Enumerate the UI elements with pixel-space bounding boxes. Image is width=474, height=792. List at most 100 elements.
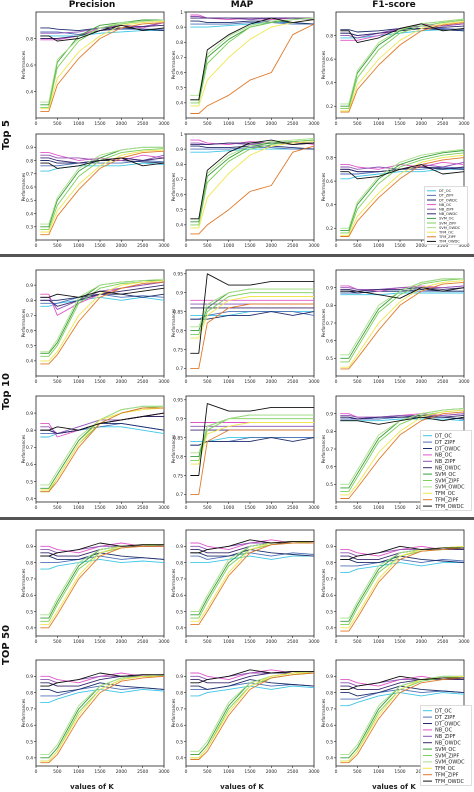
- group-label-top50: TOP 50: [1, 624, 12, 665]
- series-line-svm-owdc: [40, 146, 164, 225]
- y-tick-label: 0.8: [326, 429, 333, 435]
- legend-entry: SVM_OWDC: [439, 226, 461, 230]
- y-axis-label: Performances: [171, 699, 176, 728]
- column-title-map: MAP: [230, 0, 254, 10]
- x-tick-label: 500: [353, 243, 362, 249]
- y-tick-label: 0.6: [26, 185, 33, 191]
- series-line-tfm-oc: [190, 296, 314, 339]
- legend-entry: NB_OWDC: [435, 740, 461, 746]
- legend-entry: DT_OC: [439, 189, 452, 193]
- chart-panel-top10-precision: 0.4 0.5 0.6 0.7 0.8 0.9 0 500 1000 1500 2000 2500 30…: [21, 269, 170, 385]
- y-tick-label: 0.5: [26, 609, 33, 615]
- x-tick-label: 1500: [394, 639, 405, 645]
- x-tick-label: 500: [203, 505, 212, 511]
- series-line-nb-owdc: [340, 287, 465, 292]
- x-tick-label: 500: [353, 121, 362, 127]
- x-tick-label: 1500: [244, 379, 255, 385]
- series-line-tfm-oc: [340, 409, 465, 496]
- series-line-nb-oc: [40, 542, 164, 554]
- x-tick-label: 0: [35, 769, 38, 775]
- x-tick-label: 1000: [373, 639, 384, 645]
- series-line-tfm-zipf: [340, 157, 465, 237]
- y-tick-label: 0.9: [326, 674, 333, 680]
- legend-box: [420, 705, 472, 786]
- series-line-tfm-owdc: [40, 24, 165, 42]
- series-line-svm-owdc: [340, 278, 464, 356]
- x-tick-label: 0: [335, 243, 338, 249]
- y-tick-label: 0.6: [26, 63, 33, 69]
- chart-panel-top50-f1-score: 0.4 0.5 0.6 0.7 0.8 0.9 0 500 1000 1500 2000 2500 30…: [321, 529, 470, 645]
- series-line-svm-zipf: [190, 418, 314, 461]
- y-tick-label: 0.4: [176, 756, 183, 762]
- x-tick-label: 2500: [137, 505, 148, 511]
- x-tick-label: 3000: [458, 121, 469, 127]
- y-tick-label: 0.6: [26, 462, 33, 468]
- y-tick-label: 0.6: [26, 593, 33, 599]
- y-tick-label: 0.5: [326, 739, 333, 745]
- series-line-nb-zipf: [340, 161, 465, 170]
- y-tick-label: 0.6: [326, 723, 333, 729]
- series-line-tfm-owdc: [40, 672, 164, 687]
- series-line-svm-owdc: [340, 18, 465, 105]
- series-line-tfm-oc: [340, 154, 465, 236]
- legend-entry: TFM_OC: [438, 230, 454, 234]
- y-tick-label: 0.4: [326, 756, 333, 762]
- series-line-dt-zipf: [340, 688, 465, 700]
- x-tick-label: 1500: [94, 121, 105, 127]
- x-tick-label: 500: [53, 769, 62, 775]
- y-tick-label: 0.4: [26, 496, 33, 502]
- y-tick-label: 0.9: [26, 145, 33, 151]
- series-line-svm-zipf: [190, 139, 315, 226]
- x-tick-label: 2500: [437, 639, 448, 645]
- series-line-tfm-owdc: [340, 675, 464, 690]
- legend-entry: TFM_OWDC: [434, 779, 464, 785]
- y-tick-label: 0.9: [176, 291, 183, 297]
- series-line-dt-oc: [340, 692, 465, 707]
- group-label-top10: Top 10: [1, 373, 12, 410]
- series-line-tfm-owdc: [340, 416, 465, 425]
- series-line-dt-owdc: [190, 145, 315, 150]
- series-line-dt-zipf: [190, 682, 315, 690]
- x-tick-label: 1000: [73, 243, 84, 249]
- column-title-precision: Precision: [68, 0, 116, 10]
- y-tick-label: 0.9: [176, 25, 183, 31]
- x-tick-label: 500: [353, 505, 362, 511]
- y-tick-label: 0.9: [326, 285, 333, 291]
- x-tick-label: 2500: [137, 639, 148, 645]
- y-tick-label: 0.3: [26, 225, 33, 231]
- x-tick-label: 3000: [158, 379, 169, 385]
- y-tick-label: 0.9: [176, 417, 183, 423]
- y-tick-label: 0.5: [26, 344, 33, 350]
- legend-entry: NB_OWDC: [435, 465, 461, 471]
- y-tick-label: 1: [180, 10, 183, 16]
- x-tick-label: 1500: [394, 379, 405, 385]
- x-tick-label: 1000: [373, 505, 384, 511]
- y-tick-label: 0.4: [26, 626, 33, 632]
- series-line-tfm-zipf: [190, 303, 314, 369]
- y-tick-label: 0.7: [26, 707, 33, 713]
- legend-entry: NB_OC: [435, 728, 453, 734]
- series-line-nb-owdc: [340, 679, 464, 690]
- y-tick-label: 0.6: [326, 179, 333, 185]
- y-tick-label: 0.7: [176, 707, 183, 713]
- y-axis-label: Performances: [21, 569, 26, 598]
- x-tick-label: 1500: [394, 769, 405, 775]
- x-tick-label: 0: [185, 505, 188, 511]
- series-line-dt-zipf: [190, 22, 314, 25]
- x-tick-label: 1000: [73, 639, 84, 645]
- y-tick-label: 0.8: [326, 690, 333, 696]
- y-tick-label: 0.4: [326, 202, 333, 208]
- series-line-tfm-zipf: [340, 547, 465, 632]
- x-tick-label: 0: [335, 505, 338, 511]
- series-line-nb-zipf: [340, 285, 465, 290]
- x-tick-label: 1500: [244, 639, 255, 645]
- chart-legend: DT_OCDT_ZIPFDT_OWDCNB_OCNB_ZIPFNB_OWDCSV…: [420, 430, 472, 511]
- x-tick-label: 2000: [416, 639, 427, 645]
- y-axis-label: Performances: [321, 173, 326, 202]
- y-tick-label: 0.9: [26, 544, 33, 550]
- x-tick-label: 2500: [137, 121, 148, 127]
- series-line-tfm-owdc: [340, 23, 465, 44]
- plot-frame: [35, 269, 165, 377]
- x-tick-label: 500: [203, 639, 212, 645]
- chart-legend: DT_OCDT_ZIPFDT_OWDCNB_OCNB_ZIPFNB_OWDCSV…: [424, 186, 468, 245]
